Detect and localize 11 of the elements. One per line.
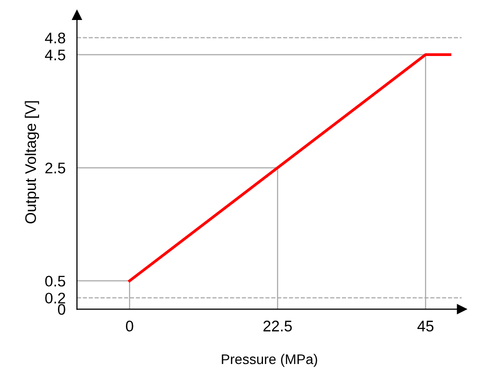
x-axis-title: Pressure (MPa) xyxy=(222,354,318,367)
y-tick-label: 0.2 xyxy=(45,292,66,304)
y-tick-label: 0 xyxy=(58,304,66,315)
x-tick-label: 22.5 xyxy=(263,320,292,332)
y-tick-label: 4.5 xyxy=(44,50,66,60)
x-tick-label: 0 xyxy=(126,320,134,332)
y-axis-title: Output Voltage [V] xyxy=(24,101,40,224)
y-tick-label: 0.5 xyxy=(45,276,66,287)
x-tick-label: 45 xyxy=(417,320,434,332)
y-tick-label: 4.8 xyxy=(44,32,66,44)
y-tick-label: 2.5 xyxy=(45,162,66,174)
